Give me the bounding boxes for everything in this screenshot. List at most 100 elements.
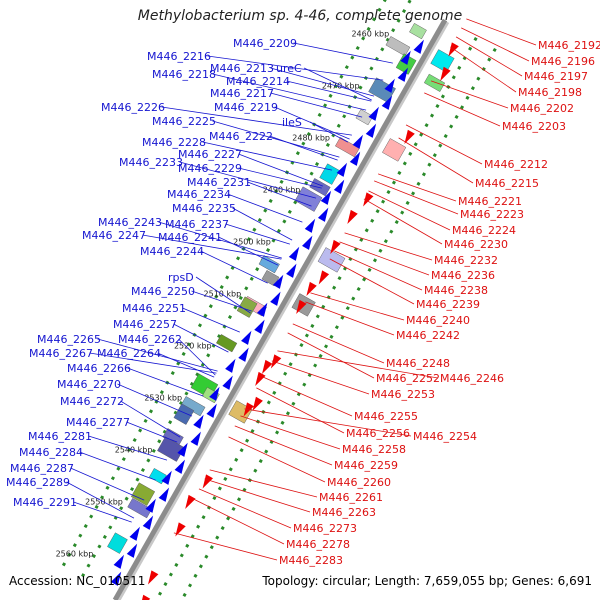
reverse-gene-leader: [466, 18, 537, 46]
forward-gene-label: M446_2217: [210, 87, 274, 100]
reverse-gene-arrow: [175, 522, 186, 537]
reverse-gene-leader: [271, 360, 370, 395]
forward-gene-leader: [70, 467, 145, 501]
forward-gene-leader: [227, 193, 303, 223]
reverse-gene-label: M446_2236: [431, 269, 495, 282]
forward-gene-arrow: [400, 50, 411, 65]
forward-gene-leader: [173, 323, 229, 353]
backbone-axis: [112, 18, 448, 600]
forward-gene-arrow: [254, 319, 265, 334]
reverse-gene-leader: [305, 301, 395, 336]
reverse-gene-label: M446_2192: [538, 39, 600, 52]
forward-gene-label: M446_2228: [142, 136, 206, 149]
forward-gene-arrow: [256, 302, 268, 317]
forward-gene-arrow: [193, 414, 204, 429]
forward-gene-label: M446_2225: [152, 115, 216, 128]
forward-gene-label: M446_2226: [101, 101, 165, 114]
reverse-gene-leader: [277, 350, 439, 379]
forward-gene-leader: [117, 383, 193, 417]
kbp-tick-label: 2520 kbp: [174, 341, 212, 350]
kbp-tick-label: 2530 kbp: [144, 393, 182, 402]
forward-gene-arrow: [302, 235, 313, 250]
reverse-gene-leader: [455, 36, 523, 77]
forward-gene-label: M446_2262: [118, 333, 182, 346]
reverse-gene-leader: [339, 241, 430, 276]
kbp-tick-label: 2490 kbp: [263, 185, 301, 194]
forward-gene-leader: [97, 338, 218, 372]
forward-gene-arrow: [381, 95, 393, 110]
forward-gene-label: M446_2250: [131, 285, 195, 298]
reverse-gene-leader: [262, 376, 353, 417]
forward-gene-leader: [286, 80, 372, 102]
gene-feature-block: [173, 403, 195, 425]
forward-gene-leader: [161, 106, 352, 136]
forward-gene-arrow: [317, 207, 329, 222]
forward-gene-label: M446_2227: [178, 148, 242, 161]
forward-gene-arrow: [336, 162, 348, 177]
forward-gene-label: M446_2284: [19, 446, 83, 459]
dotted-track-1: [78, 0, 412, 581]
gene-feature-block: [127, 498, 152, 519]
reverse-gene-arrow: [363, 192, 374, 207]
gene-feature-block: [130, 482, 156, 506]
reverse-gene-arrow: [147, 570, 159, 585]
forward-gene-label: M446_2247: [82, 229, 146, 242]
reverse-gene-label: M446_2256: [346, 427, 410, 440]
reverse-gene-label: M446_2254: [413, 430, 477, 443]
gene-feature-block: [368, 77, 396, 103]
kbp-tick-label: 2560 kbp: [56, 549, 94, 558]
reverse-gene-label: M446_2273: [293, 522, 357, 535]
forward-gene-arrow: [397, 67, 409, 82]
forward-gene-arrow: [270, 291, 281, 306]
forward-gene-leader: [303, 67, 372, 101]
forward-gene-arrow: [222, 375, 233, 390]
forward-gene-leader: [309, 121, 349, 143]
forward-gene-label: M446_2222: [209, 130, 273, 143]
forward-gene-arrow: [206, 403, 217, 418]
forward-gene-arrow: [126, 543, 138, 558]
reverse-gene-label: M446_2197: [524, 70, 588, 83]
reverse-gene-arrow: [296, 299, 307, 314]
forward-gene-label: M446_2234: [167, 188, 231, 201]
reverse-gene-leader: [256, 387, 345, 434]
reverse-gene-leader: [292, 323, 385, 364]
kbp-tick-label: 2510 kbp: [204, 289, 242, 298]
forward-gene-arrow: [110, 571, 122, 586]
forward-gene-label: M446_2264: [97, 347, 161, 360]
reverse-gene-leader: [234, 425, 333, 466]
forward-gene-leader: [191, 290, 252, 312]
reverse-gene-arrow: [261, 359, 273, 374]
reverse-gene-label: M446_2252: [376, 372, 440, 385]
forward-gene-label: M446_2270: [57, 378, 121, 391]
forward-gene-label: M446_2289: [6, 476, 70, 489]
forward-gene-arrow: [241, 330, 252, 345]
reverse-gene-leader: [363, 198, 443, 245]
forward-gene-label: M446_2267: [29, 347, 93, 360]
forward-gene-label: M446_2244: [140, 245, 204, 258]
gene-feature-block: [385, 36, 411, 57]
forward-gene-leader: [212, 73, 367, 111]
reverse-gene-arrow: [270, 354, 282, 369]
forward-gene-leader: [238, 167, 322, 189]
reverse-gene-arrow: [252, 396, 263, 411]
forward-gene-arrow: [384, 78, 395, 93]
reverse-gene-leader: [209, 469, 318, 498]
forward-gene-leader: [178, 338, 216, 376]
forward-gene-arrow: [320, 190, 332, 205]
reverse-gene-arrow: [347, 209, 358, 224]
gene-feature-block: [355, 109, 374, 126]
reverse-gene-leader: [378, 173, 457, 202]
reverse-gene-label: M446_2259: [334, 459, 398, 472]
reverse-gene-label: M446_2230: [444, 238, 508, 251]
forward-gene-label: M446_2257: [113, 318, 177, 331]
forward-gene-label: M446_2231: [187, 176, 251, 189]
reverse-gene-label: M446_2261: [319, 491, 383, 504]
gene-feature-block: [430, 49, 455, 73]
reverse-gene-leader: [228, 436, 326, 483]
gene-feature-block: [258, 255, 280, 274]
forward-gene-arrow: [288, 246, 300, 261]
forward-gene-leader: [179, 161, 317, 199]
forward-gene-leader: [269, 135, 338, 161]
forward-gene-label: M446_2216: [147, 50, 211, 63]
